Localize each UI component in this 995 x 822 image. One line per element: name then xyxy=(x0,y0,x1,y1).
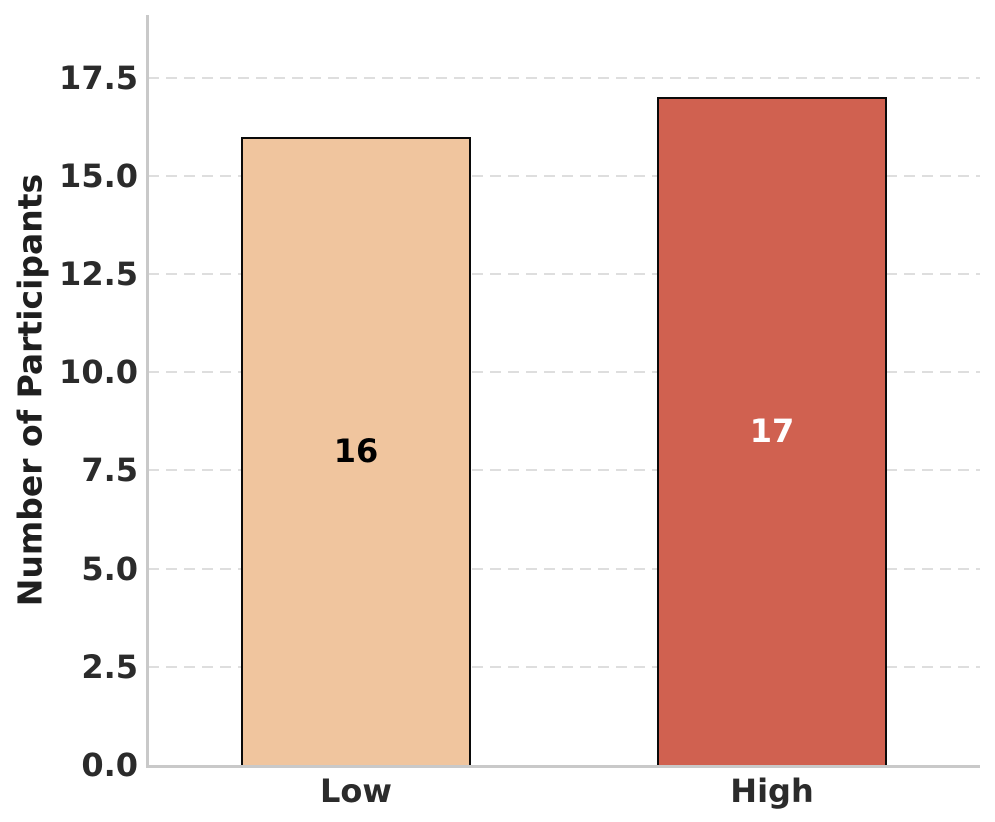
y-tick-label: 10.0 xyxy=(59,353,138,392)
gridline xyxy=(148,273,980,276)
y-tick-label: 0.0 xyxy=(81,746,138,784)
gridline xyxy=(148,76,980,79)
gridline xyxy=(148,174,980,177)
gridline xyxy=(148,665,980,668)
y-tick-label: 12.5 xyxy=(59,255,138,294)
x-axis-spine xyxy=(146,765,980,768)
gridline xyxy=(148,371,980,374)
x-tick-label: High xyxy=(730,772,814,810)
bar-value-label: 17 xyxy=(749,412,795,451)
bar-low xyxy=(241,136,471,765)
y-tick-label: 7.5 xyxy=(81,451,138,490)
y-tick-label: 17.5 xyxy=(59,58,138,97)
y-axis-spine xyxy=(146,15,149,768)
bar-value-label: 16 xyxy=(333,431,379,470)
y-tick-label: 5.0 xyxy=(81,549,138,588)
gridline xyxy=(148,567,980,570)
y-tick-label: 2.5 xyxy=(81,647,138,686)
x-tick-label: Low xyxy=(320,772,392,810)
y-tick-label: 15.0 xyxy=(59,156,138,195)
bar-high xyxy=(657,97,887,765)
gridline xyxy=(148,469,980,472)
